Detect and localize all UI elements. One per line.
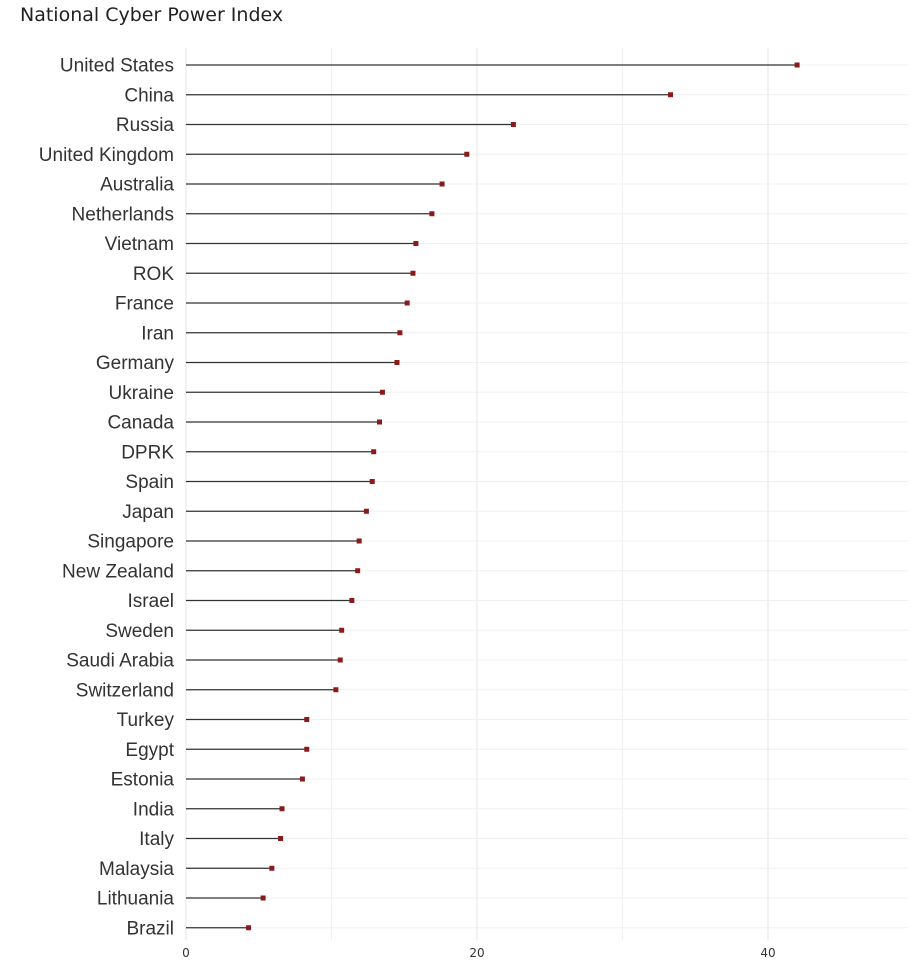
marker-canada bbox=[377, 419, 383, 425]
marker-vietnam bbox=[413, 241, 419, 246]
category-label: Estonia bbox=[111, 770, 175, 791]
marker-rok bbox=[410, 270, 416, 276]
category-label: Turkey bbox=[117, 710, 175, 731]
category-label: Ukraine bbox=[109, 383, 174, 404]
category-label: United Kingdom bbox=[39, 145, 174, 166]
category-label: Australia bbox=[100, 175, 174, 196]
marker-ukraine bbox=[379, 389, 385, 395]
category-label: ROK bbox=[133, 264, 175, 285]
marker-united-kingdom bbox=[464, 151, 470, 157]
marker-japan bbox=[363, 508, 369, 514]
category-label: Malaysia bbox=[99, 859, 174, 880]
category-label: China bbox=[124, 85, 174, 106]
category-labels: United States China Russia United Kingdom Au… bbox=[39, 56, 175, 940]
lollipop-markers bbox=[246, 62, 800, 931]
category-label: Germany bbox=[96, 353, 175, 374]
x-tick-labels: 0 20 40 bbox=[182, 946, 775, 960]
category-label: Canada bbox=[107, 413, 174, 434]
marker-dprk bbox=[371, 449, 377, 455]
marker-new-zealand bbox=[355, 568, 361, 574]
category-label: Japan bbox=[122, 502, 174, 523]
marker-saudi-arabia bbox=[337, 657, 343, 663]
marker-india bbox=[279, 806, 285, 812]
marker-china bbox=[668, 92, 674, 98]
marker-russia bbox=[510, 122, 516, 127]
marker-turkey bbox=[304, 717, 310, 722]
x-tick-label: 20 bbox=[469, 946, 484, 960]
chart-title: National Cyber Power Index bbox=[20, 4, 284, 26]
marker-italy bbox=[278, 836, 284, 841]
x-tick-label: 0 bbox=[182, 946, 190, 960]
category-label: Russia bbox=[116, 115, 175, 136]
category-label: Iran bbox=[141, 323, 174, 344]
category-label: Lithuania bbox=[97, 889, 175, 910]
marker-france bbox=[404, 300, 410, 306]
category-label: Netherlands bbox=[72, 204, 174, 225]
marker-germany bbox=[394, 360, 400, 365]
x-tick-label: 40 bbox=[760, 946, 775, 960]
marker-brazil bbox=[246, 925, 252, 931]
marker-malaysia bbox=[269, 865, 275, 871]
category-label: Switzerland bbox=[76, 680, 174, 701]
marker-australia bbox=[439, 181, 445, 187]
marker-iran bbox=[397, 330, 403, 336]
category-label: Brazil bbox=[126, 918, 174, 939]
lollipop-stems bbox=[186, 64, 798, 929]
marker-switzerland bbox=[333, 687, 339, 693]
category-label: New Zealand bbox=[62, 561, 174, 582]
marker-egypt bbox=[304, 746, 310, 752]
marker-spain bbox=[369, 479, 375, 484]
category-label: Italy bbox=[139, 829, 174, 850]
category-label: Vietnam bbox=[105, 234, 174, 255]
marker-israel bbox=[349, 598, 355, 603]
category-label: France bbox=[115, 294, 174, 315]
category-label: Israel bbox=[128, 591, 174, 612]
marker-united-states bbox=[794, 62, 800, 68]
marker-netherlands bbox=[429, 211, 435, 217]
marker-sweden bbox=[339, 627, 345, 633]
marker-lithuania bbox=[260, 895, 266, 901]
gridlines bbox=[185, 48, 908, 940]
marker-singapore bbox=[356, 538, 362, 544]
category-label: Egypt bbox=[125, 740, 174, 761]
category-label: India bbox=[133, 799, 175, 820]
category-label: Spain bbox=[125, 472, 174, 493]
marker-estonia bbox=[299, 776, 305, 782]
category-label: Sweden bbox=[105, 621, 174, 642]
category-label: Singapore bbox=[87, 532, 174, 553]
category-label: United States bbox=[60, 56, 174, 77]
category-label: Saudi Arabia bbox=[66, 651, 174, 672]
category-label: DPRK bbox=[121, 442, 174, 463]
